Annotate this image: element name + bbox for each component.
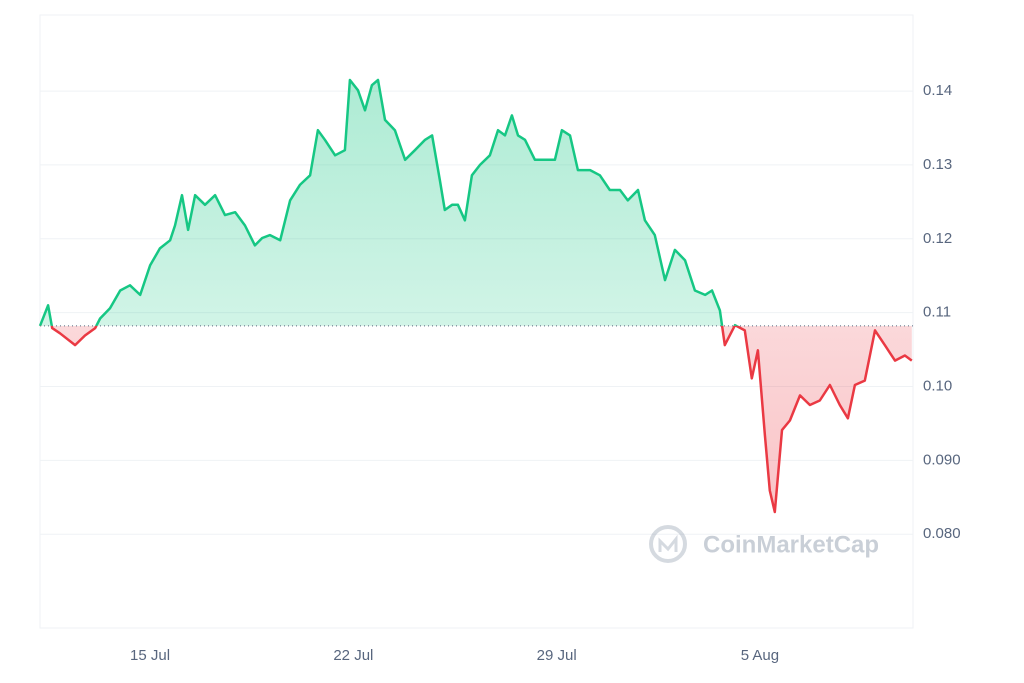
watermark: CoinMarketCap bbox=[703, 531, 879, 558]
y-tick-label: 0.14 bbox=[923, 82, 952, 99]
y-tick-label: 0.12 bbox=[923, 230, 952, 247]
area-down bbox=[51, 325, 912, 512]
x-tick-label: 5 Aug bbox=[741, 647, 779, 664]
y-tick-label: 0.11 bbox=[923, 304, 951, 321]
x-tick-label: 22 Jul bbox=[333, 647, 373, 664]
x-tick-label: 29 Jul bbox=[537, 647, 577, 664]
y-tick-label: 0.10 bbox=[923, 377, 952, 394]
y-tick-label: 0.13 bbox=[923, 156, 952, 173]
area-up bbox=[40, 80, 912, 326]
marks bbox=[38, 78, 913, 514]
y-tick-label: 0.080 bbox=[923, 525, 961, 542]
y-tick-label: 0.090 bbox=[923, 451, 961, 468]
x-tick-label: 15 Jul bbox=[130, 647, 170, 664]
price-line-down bbox=[40, 325, 913, 514]
price-line-up bbox=[38, 78, 740, 326]
watermark-logo bbox=[649, 525, 687, 563]
plot-frame bbox=[39, 14, 914, 629]
